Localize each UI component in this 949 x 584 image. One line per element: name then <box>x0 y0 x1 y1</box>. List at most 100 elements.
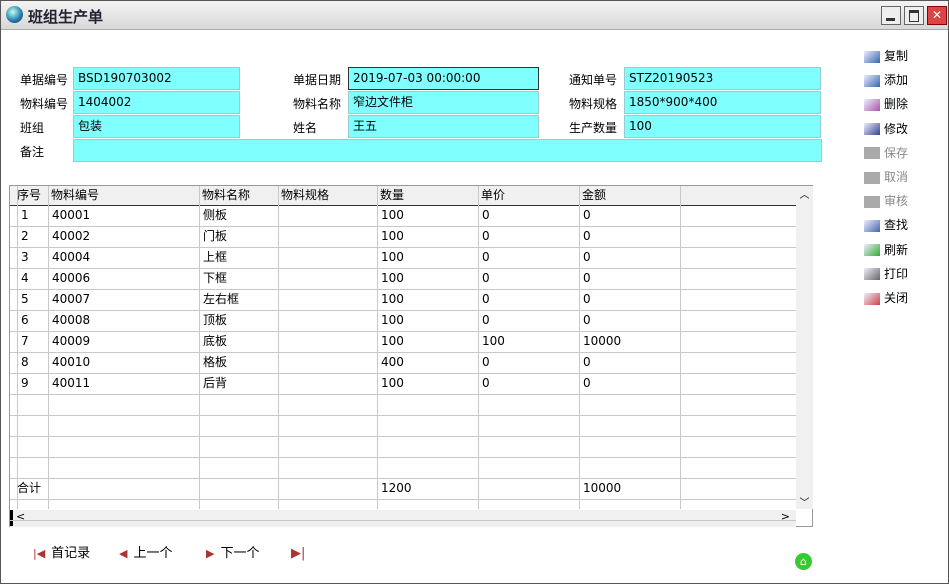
field-label: 班组 <box>20 121 45 135</box>
table-cell: 100 <box>381 250 404 264</box>
nav-button[interactable]: |◀ 首记录 <box>33 544 90 564</box>
table-cell: 6 <box>21 313 29 327</box>
last-record-icon[interactable]: ▶| <box>291 546 306 561</box>
table-cell: 0 <box>482 208 490 222</box>
button-label: 复制 <box>884 49 909 63</box>
maximize-button[interactable] <box>904 6 924 25</box>
column-header: 数量 <box>380 188 405 202</box>
row-line <box>10 478 796 479</box>
nav-label: 首记录 <box>51 546 91 561</box>
total-cell: 10000 <box>583 481 622 495</box>
column-header: 金额 <box>582 188 607 202</box>
field-input[interactable]: 1404002 <box>73 91 240 114</box>
row-line <box>10 520 796 521</box>
table-cell: 100 <box>381 334 404 348</box>
row-line <box>10 247 796 248</box>
row-marker <box>10 510 13 526</box>
table-cell: 0 <box>482 292 490 306</box>
toolbar-button[interactable]: 复制 <box>864 46 908 66</box>
field-input[interactable]: 1850*900*400 <box>624 91 821 114</box>
nav-label: 下一个 <box>220 546 260 561</box>
row-line <box>10 268 796 269</box>
column-header: 单价 <box>481 188 506 202</box>
table-cell: 100 <box>381 376 404 390</box>
button-icon <box>864 74 880 87</box>
horizontal-scrollbar[interactable]: < > <box>10 510 796 527</box>
column-header: 序号 <box>17 188 42 202</box>
table-cell: 0 <box>583 229 591 243</box>
field-label: 生产数量 <box>569 121 618 135</box>
toolbar-button[interactable]: 修改 <box>864 119 908 139</box>
total-label: 合计 <box>17 481 42 495</box>
toolbar-button[interactable]: 刷新 <box>864 240 908 260</box>
table-cell: 后背 <box>203 376 228 390</box>
toolbar-button[interactable]: 打印 <box>864 264 908 284</box>
button-label: 关闭 <box>884 291 909 305</box>
table-cell: 3 <box>21 250 29 264</box>
table-cell: 100 <box>381 229 404 243</box>
table-cell: 9 <box>21 376 29 390</box>
toolbar-button[interactable]: 查找 <box>864 215 908 235</box>
column-line <box>680 186 681 509</box>
toolbar-button[interactable]: 保存 <box>864 143 908 163</box>
toolbar-button[interactable]: 关闭 <box>864 288 908 308</box>
vertical-scrollbar[interactable]: ︿ ﹀ <box>796 186 813 509</box>
field-label: 物料规格 <box>569 97 618 111</box>
table-cell: 0 <box>583 292 591 306</box>
column-line <box>199 186 200 509</box>
row-line <box>10 226 796 227</box>
row-line <box>10 331 796 332</box>
column-line <box>17 186 18 509</box>
table-cell: 40011 <box>52 376 91 390</box>
button-icon <box>864 219 880 232</box>
field-input[interactable]: 窄边文件柜 <box>348 91 539 114</box>
toolbar-button[interactable]: 审核 <box>864 191 908 211</box>
table-cell: 0 <box>482 313 490 327</box>
table-cell: 40007 <box>52 292 91 306</box>
column-header: 物料名称 <box>202 188 251 202</box>
column-header: 物料编号 <box>51 188 100 202</box>
button-icon <box>864 123 880 136</box>
total-cell: 1200 <box>381 481 412 495</box>
row-line <box>10 289 796 290</box>
nav-button[interactable]: ▶ 下一个 <box>206 544 259 564</box>
field-label: 物料编号 <box>20 97 69 111</box>
button-label: 审核 <box>884 194 909 209</box>
nav-icon: |◀ <box>33 547 46 560</box>
field-input[interactable]: STZ20190523 <box>624 67 821 90</box>
button-label: 删除 <box>884 97 909 112</box>
table-cell: 40006 <box>52 271 91 285</box>
table-cell: 40008 <box>52 313 91 327</box>
column-line <box>48 186 49 509</box>
field-input[interactable]: 2019-07-03 00:00:00 <box>348 67 539 90</box>
toolbar-button[interactable]: 添加 <box>864 70 908 90</box>
table-cell: 10000 <box>583 334 622 348</box>
close-button[interactable]: ✕ <box>927 6 947 25</box>
field-input[interactable]: 100 <box>624 115 821 138</box>
toolbar-button[interactable]: 取消 <box>864 167 908 187</box>
grid-header <box>10 186 796 206</box>
button-icon <box>864 268 880 281</box>
table-cell: 1 <box>21 208 29 222</box>
table-cell: 100 <box>381 271 404 285</box>
table-cell: 0 <box>583 208 591 222</box>
field-input[interactable]: BSD190703002 <box>73 67 240 90</box>
table-cell: 2 <box>21 229 29 243</box>
minimize-button[interactable] <box>881 6 901 25</box>
button-label: 添加 <box>884 73 909 88</box>
button-icon <box>864 98 880 111</box>
button-icon <box>864 292 880 305</box>
table-cell: 侧板 <box>203 208 228 222</box>
button-icon <box>864 50 880 63</box>
nav-button[interactable]: ◀ 上一个 <box>119 544 172 564</box>
table-cell: 0 <box>583 271 591 285</box>
toolbar-button[interactable]: 删除 <box>864 94 908 114</box>
table-cell: 下框 <box>203 271 228 285</box>
field-input[interactable]: 王五 <box>348 115 539 138</box>
button-icon <box>864 195 880 208</box>
field-label: 备注 <box>20 145 45 159</box>
status-icon: ⌂ <box>795 553 812 570</box>
field-input[interactable]: 包装 <box>73 115 240 138</box>
table-cell: 0 <box>583 355 591 369</box>
field-input[interactable] <box>73 139 822 162</box>
